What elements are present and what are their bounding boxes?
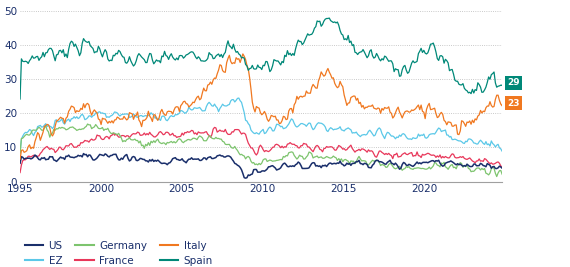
Text: 23: 23 — [507, 99, 520, 108]
Legend: US, EZ, Germany, France, Italy, Spain: US, EZ, Germany, France, Italy, Spain — [21, 237, 217, 267]
Text: 29: 29 — [507, 78, 520, 87]
